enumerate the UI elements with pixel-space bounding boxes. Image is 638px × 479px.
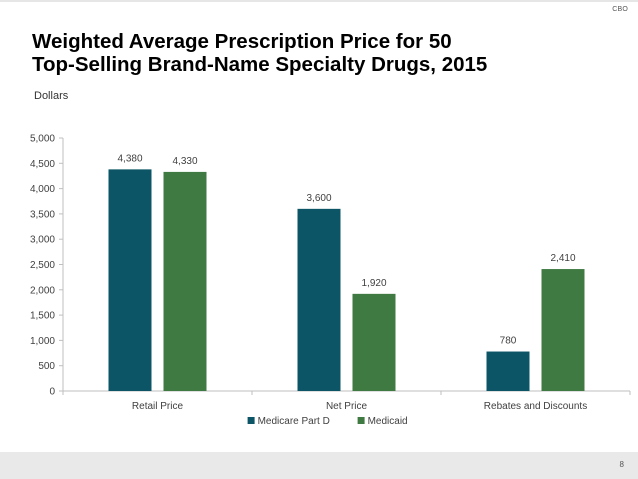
data-label: 4,380	[117, 153, 142, 164]
y-tick-label: 5,000	[30, 134, 55, 145]
y-tick-label: 1,500	[30, 311, 55, 322]
legend-label: Medicaid	[368, 416, 408, 427]
chart-title: Weighted Average Prescription Price for …	[32, 30, 612, 76]
legend-label: Medicare Part D	[258, 416, 330, 427]
legend-swatch	[357, 417, 365, 424]
y-axis-unit-label: Dollars	[34, 90, 69, 102]
data-label: 4,330	[172, 156, 197, 167]
x-category-label: Net Price	[326, 401, 368, 412]
y-tick-label: 3,500	[30, 209, 55, 220]
data-label: 2,410	[550, 253, 575, 264]
bar-medicare-part-d	[486, 351, 530, 391]
bar-medicaid	[352, 293, 396, 391]
chart-title-line: Top-Selling Brand-Name Specialty Drugs, …	[32, 53, 488, 76]
footer-bar: 8	[0, 452, 638, 479]
page-number: 8	[619, 460, 624, 469]
data-label: 1,920	[361, 278, 386, 289]
x-category-label: Retail Price	[132, 401, 184, 412]
y-tick-label: 4,500	[30, 159, 55, 170]
bar-medicaid	[163, 171, 207, 391]
org-label: CBO	[612, 6, 628, 13]
top-rule	[0, 0, 638, 2]
y-tick-label: 3,000	[30, 235, 55, 246]
y-tick-label: 0	[49, 387, 55, 398]
y-tick-label: 2,500	[30, 260, 55, 271]
y-tick-label: 2,000	[30, 285, 55, 296]
y-tick-label: 4,000	[30, 184, 55, 195]
bar-medicaid	[541, 269, 585, 391]
y-tick-label: 500	[38, 361, 55, 372]
data-label: 3,600	[306, 193, 331, 204]
x-category-label: Rebates and Discounts	[484, 401, 587, 412]
bar-chart: 0 500 1,000 1,500 2,000 2,500 3,000 3,500 4,000 4…	[30, 134, 631, 427]
bar-medicare-part-d	[297, 208, 341, 391]
y-tick-label: 1,000	[30, 336, 55, 347]
bar-medicare-part-d	[108, 169, 152, 391]
data-label: 780	[500, 336, 517, 347]
chart-title-line: Weighted Average Prescription Price for …	[32, 30, 452, 53]
legend-swatch	[247, 417, 255, 424]
